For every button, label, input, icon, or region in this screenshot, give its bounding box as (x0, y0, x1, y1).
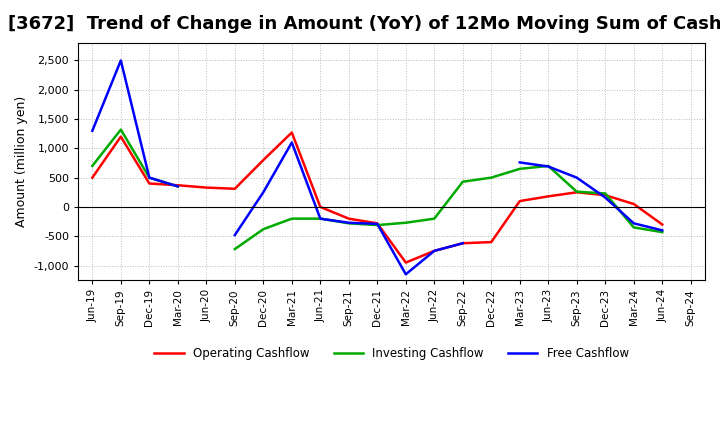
Operating Cashflow (544, 194, 552, 199)
Investing Cashflow (117, 127, 125, 132)
Operating Cashflow (487, 239, 495, 245)
Line: Free Cashflow: Free Cashflow (92, 60, 178, 187)
Free Cashflow (174, 184, 182, 189)
Operating Cashflow (459, 241, 467, 246)
Free Cashflow (145, 175, 153, 180)
Operating Cashflow (516, 198, 524, 204)
Operating Cashflow (145, 181, 153, 186)
Operating Cashflow (88, 175, 96, 180)
Operating Cashflow (629, 202, 638, 207)
Operating Cashflow (202, 185, 211, 190)
Operating Cashflow (601, 193, 610, 198)
Free Cashflow (88, 128, 96, 133)
Operating Cashflow (344, 216, 353, 221)
Y-axis label: Amount (million yen): Amount (million yen) (15, 96, 28, 227)
Operating Cashflow (230, 186, 239, 191)
Operating Cashflow (287, 130, 296, 135)
Operating Cashflow (373, 221, 382, 226)
Operating Cashflow (572, 190, 581, 195)
Legend: Operating Cashflow, Investing Cashflow, Free Cashflow: Operating Cashflow, Investing Cashflow, … (150, 342, 634, 364)
Operating Cashflow (658, 222, 667, 227)
Title: [3672]  Trend of Change in Amount (YoY) of 12Mo Moving Sum of Cashflows: [3672] Trend of Change in Amount (YoY) o… (8, 15, 720, 33)
Operating Cashflow (174, 183, 182, 188)
Investing Cashflow (145, 175, 153, 180)
Operating Cashflow (259, 158, 268, 163)
Operating Cashflow (402, 260, 410, 265)
Operating Cashflow (430, 248, 438, 253)
Line: Operating Cashflow: Operating Cashflow (92, 132, 662, 263)
Operating Cashflow (117, 134, 125, 139)
Investing Cashflow (88, 163, 96, 169)
Free Cashflow (117, 58, 125, 63)
Investing Cashflow (174, 184, 182, 189)
Line: Investing Cashflow: Investing Cashflow (92, 130, 178, 187)
Operating Cashflow (316, 204, 325, 209)
